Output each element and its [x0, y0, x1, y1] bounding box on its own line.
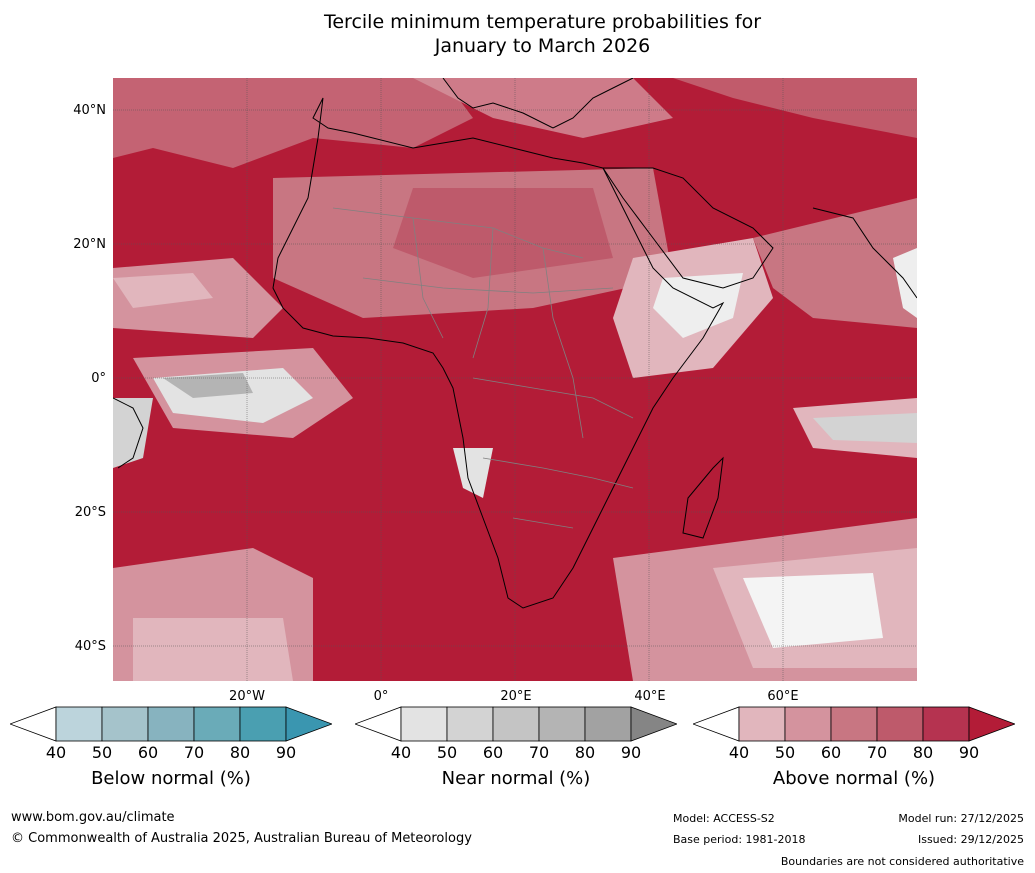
colorbar-below-svg [10, 706, 332, 742]
colorbar-above-segment [738, 706, 786, 742]
tick: 50 [91, 743, 113, 762]
lon-label-60e: 60°E [767, 689, 799, 704]
map-canvas [113, 78, 917, 681]
colorbar-below [10, 706, 332, 742]
tick: 90 [958, 743, 980, 762]
probability-map[interactable] [113, 78, 917, 681]
model-text: Model: ACCESS-S2 [673, 812, 775, 825]
tick: 50 [774, 743, 796, 762]
lat-label-20s: 20°S [74, 505, 106, 520]
colorbar-below-segment [101, 706, 149, 742]
tick: 40 [390, 743, 412, 762]
tick: 70 [183, 743, 205, 762]
colorbar-above-segment [830, 706, 878, 742]
colorbar-near-segment [492, 706, 540, 742]
tick: 40 [45, 743, 67, 762]
lat-label-40n: 40°N [73, 103, 106, 118]
tick: 60 [482, 743, 504, 762]
colorbar-near-segment [400, 706, 448, 742]
colorbar-near-max-arrow [630, 706, 677, 742]
tick: 50 [436, 743, 458, 762]
base-period-text: Base period: 1981-2018 [673, 833, 806, 846]
tick: 70 [866, 743, 888, 762]
colorbar-near-segment [584, 706, 632, 742]
tick: 40 [728, 743, 750, 762]
colorbar-below-segment [193, 706, 241, 742]
lon-label-0: 0° [373, 689, 389, 704]
colorbar-below-min-arrow [10, 706, 57, 742]
colorbar-near-min-arrow [355, 706, 402, 742]
country-borders [332, 207, 634, 529]
copyright-text: © Commonwealth of Australia 2025, Austra… [11, 831, 472, 846]
colorbar-above-segment [876, 706, 924, 742]
tick: 70 [528, 743, 550, 762]
colorbar-above-segment [784, 706, 832, 742]
issued-text: Issued: 29/12/2025 [917, 833, 1024, 846]
lon-label-20w: 20°W [229, 689, 265, 704]
coastlines [113, 78, 917, 609]
title-line-1: Tercile minimum temperature probabilitie… [323, 11, 762, 33]
colorbar-above-segment [922, 706, 970, 742]
tick: 80 [574, 743, 596, 762]
colorbar-below-segment [55, 706, 103, 742]
colorbar-above-svg [693, 706, 1015, 742]
title-line-2: January to March 2026 [434, 35, 651, 57]
colorbar-above [693, 706, 1015, 742]
tick: 90 [620, 743, 642, 762]
colorbar-near-segment [538, 706, 586, 742]
lat-label-0: 0° [91, 371, 106, 386]
tick: 90 [275, 743, 297, 762]
lon-label-20e: 20°E [500, 689, 532, 704]
disclaimer-text: Boundaries are not considered authoritat… [780, 855, 1024, 868]
colorbar-below-max-arrow [285, 706, 332, 742]
colorbar-near-label: Near normal (%) [441, 768, 591, 789]
lat-label-40s: 40°S [74, 639, 106, 654]
lon-label-40e: 40°E [634, 689, 666, 704]
colorbar-below-label: Below normal (%) [91, 768, 251, 789]
graticule [113, 78, 917, 681]
model-run-text: Model run: 27/12/2025 [898, 812, 1024, 825]
colorbar-near [355, 706, 677, 742]
lat-label-20n: 20°N [73, 237, 106, 252]
colorbar-below-segment [239, 706, 287, 742]
tick: 80 [912, 743, 934, 762]
tick: 60 [820, 743, 842, 762]
colorbar-above-label: Above normal (%) [772, 768, 936, 789]
colorbar-above-max-arrow [968, 706, 1015, 742]
website-link[interactable]: www.bom.gov.au/climate [11, 810, 175, 825]
tick: 60 [137, 743, 159, 762]
colorbar-near-svg [355, 706, 677, 742]
tick: 80 [229, 743, 251, 762]
colorbar-above-min-arrow [693, 706, 740, 742]
colorbar-below-segment [147, 706, 195, 742]
colorbar-near-segment [446, 706, 494, 742]
chart-title: Tercile minimum temperature probabilitie… [0, 10, 1035, 58]
